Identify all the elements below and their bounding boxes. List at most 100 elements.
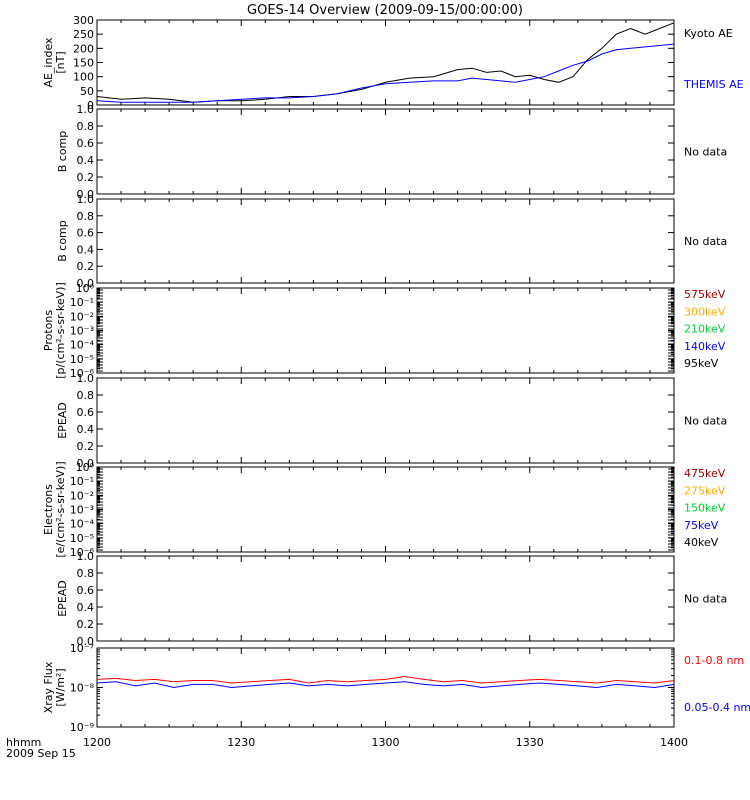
legend-entry: 140keV: [684, 340, 726, 353]
y-tick-label: 0.0: [77, 635, 95, 648]
legend-entry: 75keV: [684, 519, 719, 532]
legend-entry: 575keV: [684, 288, 726, 301]
y-axis-label: B comp: [56, 131, 69, 173]
panel-frame: [96, 108, 675, 195]
y-tick-label: 0.6: [77, 227, 95, 240]
y-tick-label: 0.6: [77, 406, 95, 419]
y-tick-label: 0.0: [77, 277, 95, 290]
y-tick-label: 0.2: [77, 171, 95, 184]
y-axis-label: EPEAD: [56, 580, 69, 617]
y-tick-label: 50: [80, 85, 94, 98]
legend-entry: 475keV: [684, 467, 726, 480]
y-tick-label: 10⁻¹: [70, 296, 94, 309]
y-tick-label: 0.4: [77, 601, 95, 614]
y-tick-label: 0.6: [77, 137, 95, 150]
panel-frame: [96, 19, 675, 106]
y-axis-label: Protons: [42, 310, 55, 351]
panel-frame: [96, 377, 675, 464]
legend-entry: 150keV: [684, 502, 726, 515]
y-tick-label: 10⁻⁴: [70, 339, 95, 352]
time-axis-label: hhmm: [6, 736, 41, 749]
y-tick-label: 0.8: [77, 120, 95, 133]
y-tick-label: 10⁻⁶: [70, 546, 95, 559]
legend-entry: Kyoto AE: [684, 27, 733, 40]
y-axis-label: [nT]: [54, 51, 67, 73]
x-tick-label: 1200: [83, 736, 111, 749]
y-axis-label: Xray Flux: [42, 661, 55, 713]
panel-2: 0.0 0.2 0.4 0.6 0.8 1.0 B comp No data: [56, 103, 727, 201]
y-axis-label: Electrons: [42, 484, 55, 535]
y-tick-label: 0.0: [77, 457, 95, 470]
time-axis: 1200 1230 1300 1330 1400: [83, 736, 688, 749]
y-tick-label: 0.4: [77, 423, 95, 436]
legend-entry: THEMIS AE: [683, 78, 744, 91]
y-axis-label: [p/(cm²-s-sr-keV)]: [54, 282, 67, 379]
y-tick-label: 10⁻³: [70, 504, 94, 517]
series-line-1: [96, 675, 675, 684]
y-tick-label: 10⁻⁵: [70, 532, 94, 545]
y-tick-label: 0.6: [77, 584, 95, 597]
legend-entry: 300keV: [684, 305, 726, 318]
panel-frame: [96, 198, 675, 284]
y-tick-label: 1.0: [77, 372, 95, 385]
y-tick-label: 10⁻⁶: [70, 367, 95, 380]
y-tick-label: 0.8: [77, 210, 95, 223]
no-data-label: No data: [684, 415, 727, 428]
x-tick-label: 1400: [660, 736, 688, 749]
y-tick-label: 10⁻²: [70, 310, 94, 323]
panel-frame: [96, 287, 675, 374]
x-tick-label: 1230: [227, 736, 255, 749]
y-axis-label: [W/m²]: [54, 668, 67, 706]
legend-entry: 0.05-0.4 nm: [684, 701, 750, 714]
y-tick-label: 0.8: [77, 389, 95, 402]
panel-5: 0.0 0.2 0.4 0.6 0.8 1.0 EPEAD No data: [56, 372, 727, 470]
legend-entry: 275keV: [684, 484, 726, 497]
y-tick-label: 1.0: [77, 103, 95, 116]
y-axis-label: EPEAD: [56, 402, 69, 439]
y-tick-label: 0: [87, 99, 94, 112]
legend-entry: 210keV: [684, 323, 726, 336]
y-tick-label: 0.4: [77, 243, 95, 256]
y-tick-label: 10⁻⁸: [70, 682, 95, 695]
panel-frame: [96, 647, 675, 728]
y-tick-label: 10⁻⁴: [70, 518, 95, 531]
panel-frame: [96, 555, 675, 642]
legend-entry: 95keV: [684, 357, 719, 370]
y-tick-label: 10⁻²: [70, 489, 94, 502]
time-axis-date: 2009 Sep 15: [6, 747, 76, 760]
y-tick-label: 0.2: [77, 260, 95, 273]
y-tick-label: 0.4: [77, 154, 95, 167]
y-tick-label: 10⁻⁵: [70, 353, 94, 366]
panel-3: 0.0 0.2 0.4 0.6 0.8 1.0 B comp No data: [56, 193, 727, 290]
panel-8: 10⁻⁹ 10⁻⁸ 10⁻⁷ Xray Flux [W/m²] 0.1-0.8 nm 0.0…: [42, 642, 750, 734]
y-tick-label: 0.2: [77, 440, 95, 453]
y-tick-label: 300: [73, 14, 94, 27]
y-tick-label: 100: [73, 71, 94, 84]
x-tick-label: 1300: [372, 736, 400, 749]
y-tick-label: 10⁰: [76, 461, 95, 474]
series-line-2: [96, 43, 675, 103]
panel-7: 0.0 0.2 0.4 0.6 0.8 1.0 EPEAD No data: [56, 550, 727, 648]
y-axis-label: B comp: [56, 220, 69, 262]
figure-title: GOES-14 Overview (2009-09-15/00:00:00): [247, 3, 523, 18]
x-tick-label: 1330: [516, 736, 544, 749]
y-tick-label: 200: [73, 42, 94, 55]
series-line-1: [96, 22, 675, 103]
y-tick-label: 0.8: [77, 567, 95, 580]
no-data-label: No data: [684, 146, 727, 159]
y-tick-label: 1.0: [77, 193, 95, 206]
y-tick-label: 0.2: [77, 618, 95, 631]
no-data-label: No data: [684, 593, 727, 606]
legend-entry: 40keV: [684, 536, 719, 549]
series-line-2: [96, 681, 675, 689]
y-tick-label: 0.0: [77, 188, 95, 201]
y-tick-label: 10⁻³: [70, 325, 94, 338]
no-data-label: No data: [684, 235, 727, 248]
y-tick-label: 150: [73, 57, 94, 70]
y-tick-label: 250: [73, 28, 94, 41]
y-tick-label: 10⁻⁹: [70, 721, 94, 734]
